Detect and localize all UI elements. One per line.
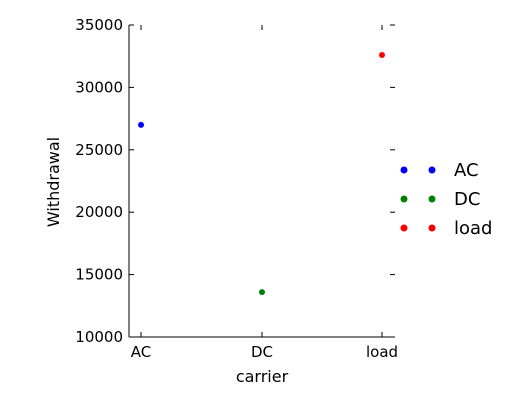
- legend-marker-AC: [428, 166, 436, 174]
- data-point-DC: [259, 289, 265, 296]
- y-tick-label: 25000: [75, 141, 123, 159]
- x-axis: AC DC load: [131, 25, 398, 361]
- legend-marker-load: [400, 224, 408, 232]
- y-tick-label: 35000: [75, 16, 123, 34]
- legend-marker-DC: [400, 195, 408, 203]
- data-point-load: [379, 51, 385, 58]
- x-tick-label: load: [366, 343, 398, 361]
- y-axis: 10000 15000 20000 25000 30000 35000: [75, 16, 395, 346]
- legend-label: DC: [454, 189, 480, 210]
- legend-marker-AC: [400, 166, 408, 174]
- y-tick-label: 20000: [75, 203, 123, 221]
- legend-label: AC: [454, 160, 479, 181]
- x-axis-label: carrier: [236, 367, 289, 386]
- legend: AC DC load: [400, 160, 492, 239]
- y-axis-label: Withdrawal: [44, 137, 63, 227]
- y-tick-label: 30000: [75, 78, 123, 96]
- data-points: [138, 51, 385, 296]
- x-tick-label: AC: [131, 343, 151, 361]
- legend-marker-load: [428, 224, 436, 232]
- legend-label: load: [454, 218, 492, 239]
- y-tick-label: 15000: [75, 266, 123, 284]
- data-point-AC: [138, 121, 144, 128]
- y-tick-label: 10000: [75, 328, 123, 346]
- x-tick-label: DC: [251, 343, 273, 361]
- legend-marker-DC: [428, 195, 436, 203]
